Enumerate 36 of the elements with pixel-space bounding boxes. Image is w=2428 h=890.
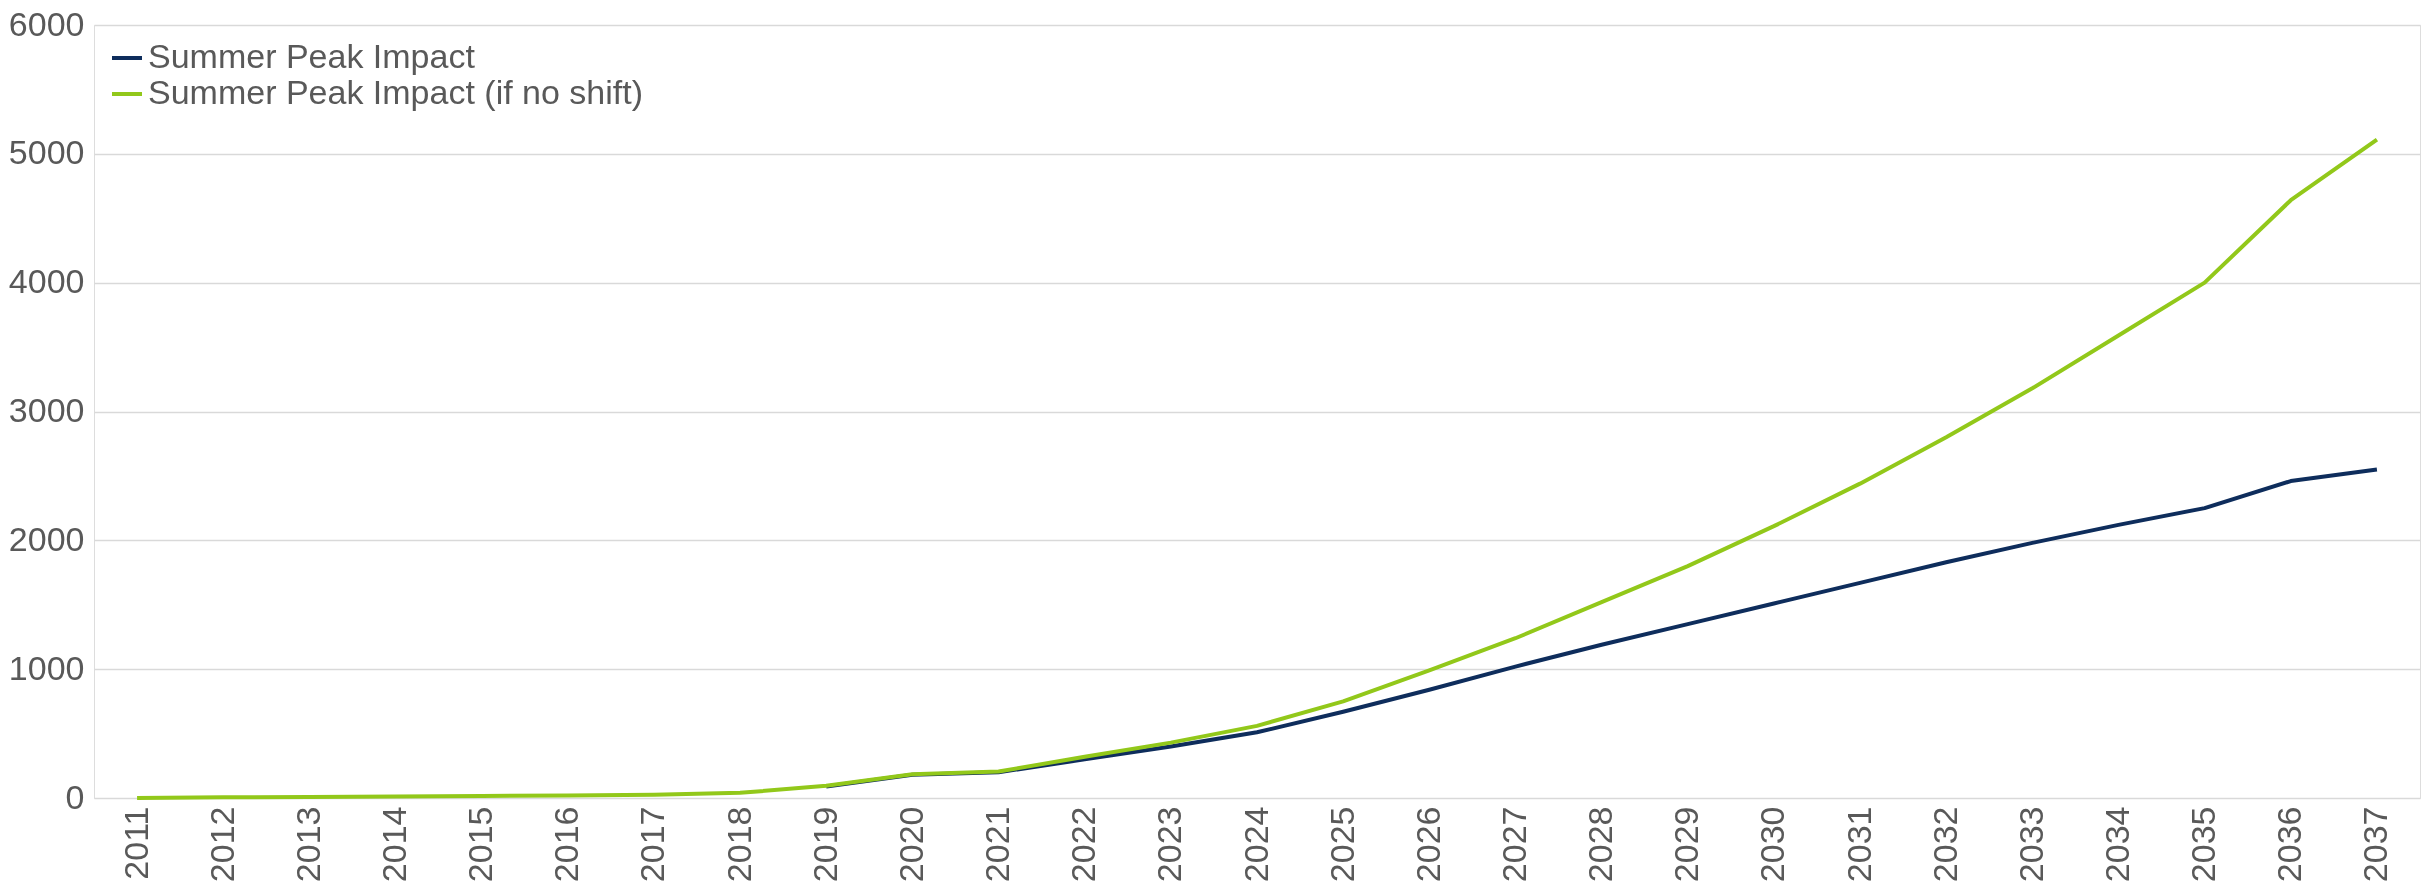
x-tick-label: 2029 <box>1667 806 1706 883</box>
x-tick-label: 2019 <box>805 806 844 883</box>
y-tick-label: 5000 <box>8 133 85 172</box>
x-tick-label: 2037 <box>2356 806 2395 883</box>
y-tick-label: 0 <box>65 777 85 816</box>
x-tick-label: 2016 <box>547 806 586 883</box>
x-tick-label: 2021 <box>978 806 1017 883</box>
y-tick-label: 6000 <box>8 4 85 43</box>
y-tick-label: 1000 <box>8 648 85 687</box>
x-tick-label: 2036 <box>2270 806 2309 883</box>
y-tick-label: 4000 <box>8 262 85 301</box>
x-tick-label: 2013 <box>288 806 327 883</box>
x-tick-label: 2011 <box>116 806 155 880</box>
x-tick-label: 2034 <box>2097 806 2136 883</box>
x-tick-label: 2035 <box>2184 806 2223 883</box>
x-tick-label: 2018 <box>719 806 758 883</box>
x-tick-label: 2024 <box>1236 806 1275 883</box>
legend-label: Summer Peak Impact <box>148 37 476 75</box>
x-tick-label: 2032 <box>1925 806 1964 883</box>
x-tick-label: 2022 <box>1064 806 1103 883</box>
y-tick-label: 3000 <box>8 391 85 429</box>
x-tick-label: 2033 <box>2011 806 2050 883</box>
x-tick-label: 2017 <box>633 806 672 883</box>
x-tick-label: 2026 <box>1408 806 1447 883</box>
line-series <box>135 137 2379 800</box>
x-tick-label: 2015 <box>461 806 500 883</box>
x-tick-label: 2025 <box>1322 806 1361 883</box>
x-tick-label: 2030 <box>1753 806 1792 883</box>
y-tick-label: 2000 <box>8 519 85 558</box>
x-tick-label: 2023 <box>1150 806 1189 883</box>
x-tick-label: 2031 <box>1839 806 1878 883</box>
x-tick-label: 2028 <box>1581 806 1620 883</box>
x-tick-label: 2014 <box>375 806 414 883</box>
x-tick-label: 2020 <box>891 806 930 883</box>
x-tick-label: 2027 <box>1494 806 1533 883</box>
x-tick-label: 2012 <box>202 806 241 883</box>
